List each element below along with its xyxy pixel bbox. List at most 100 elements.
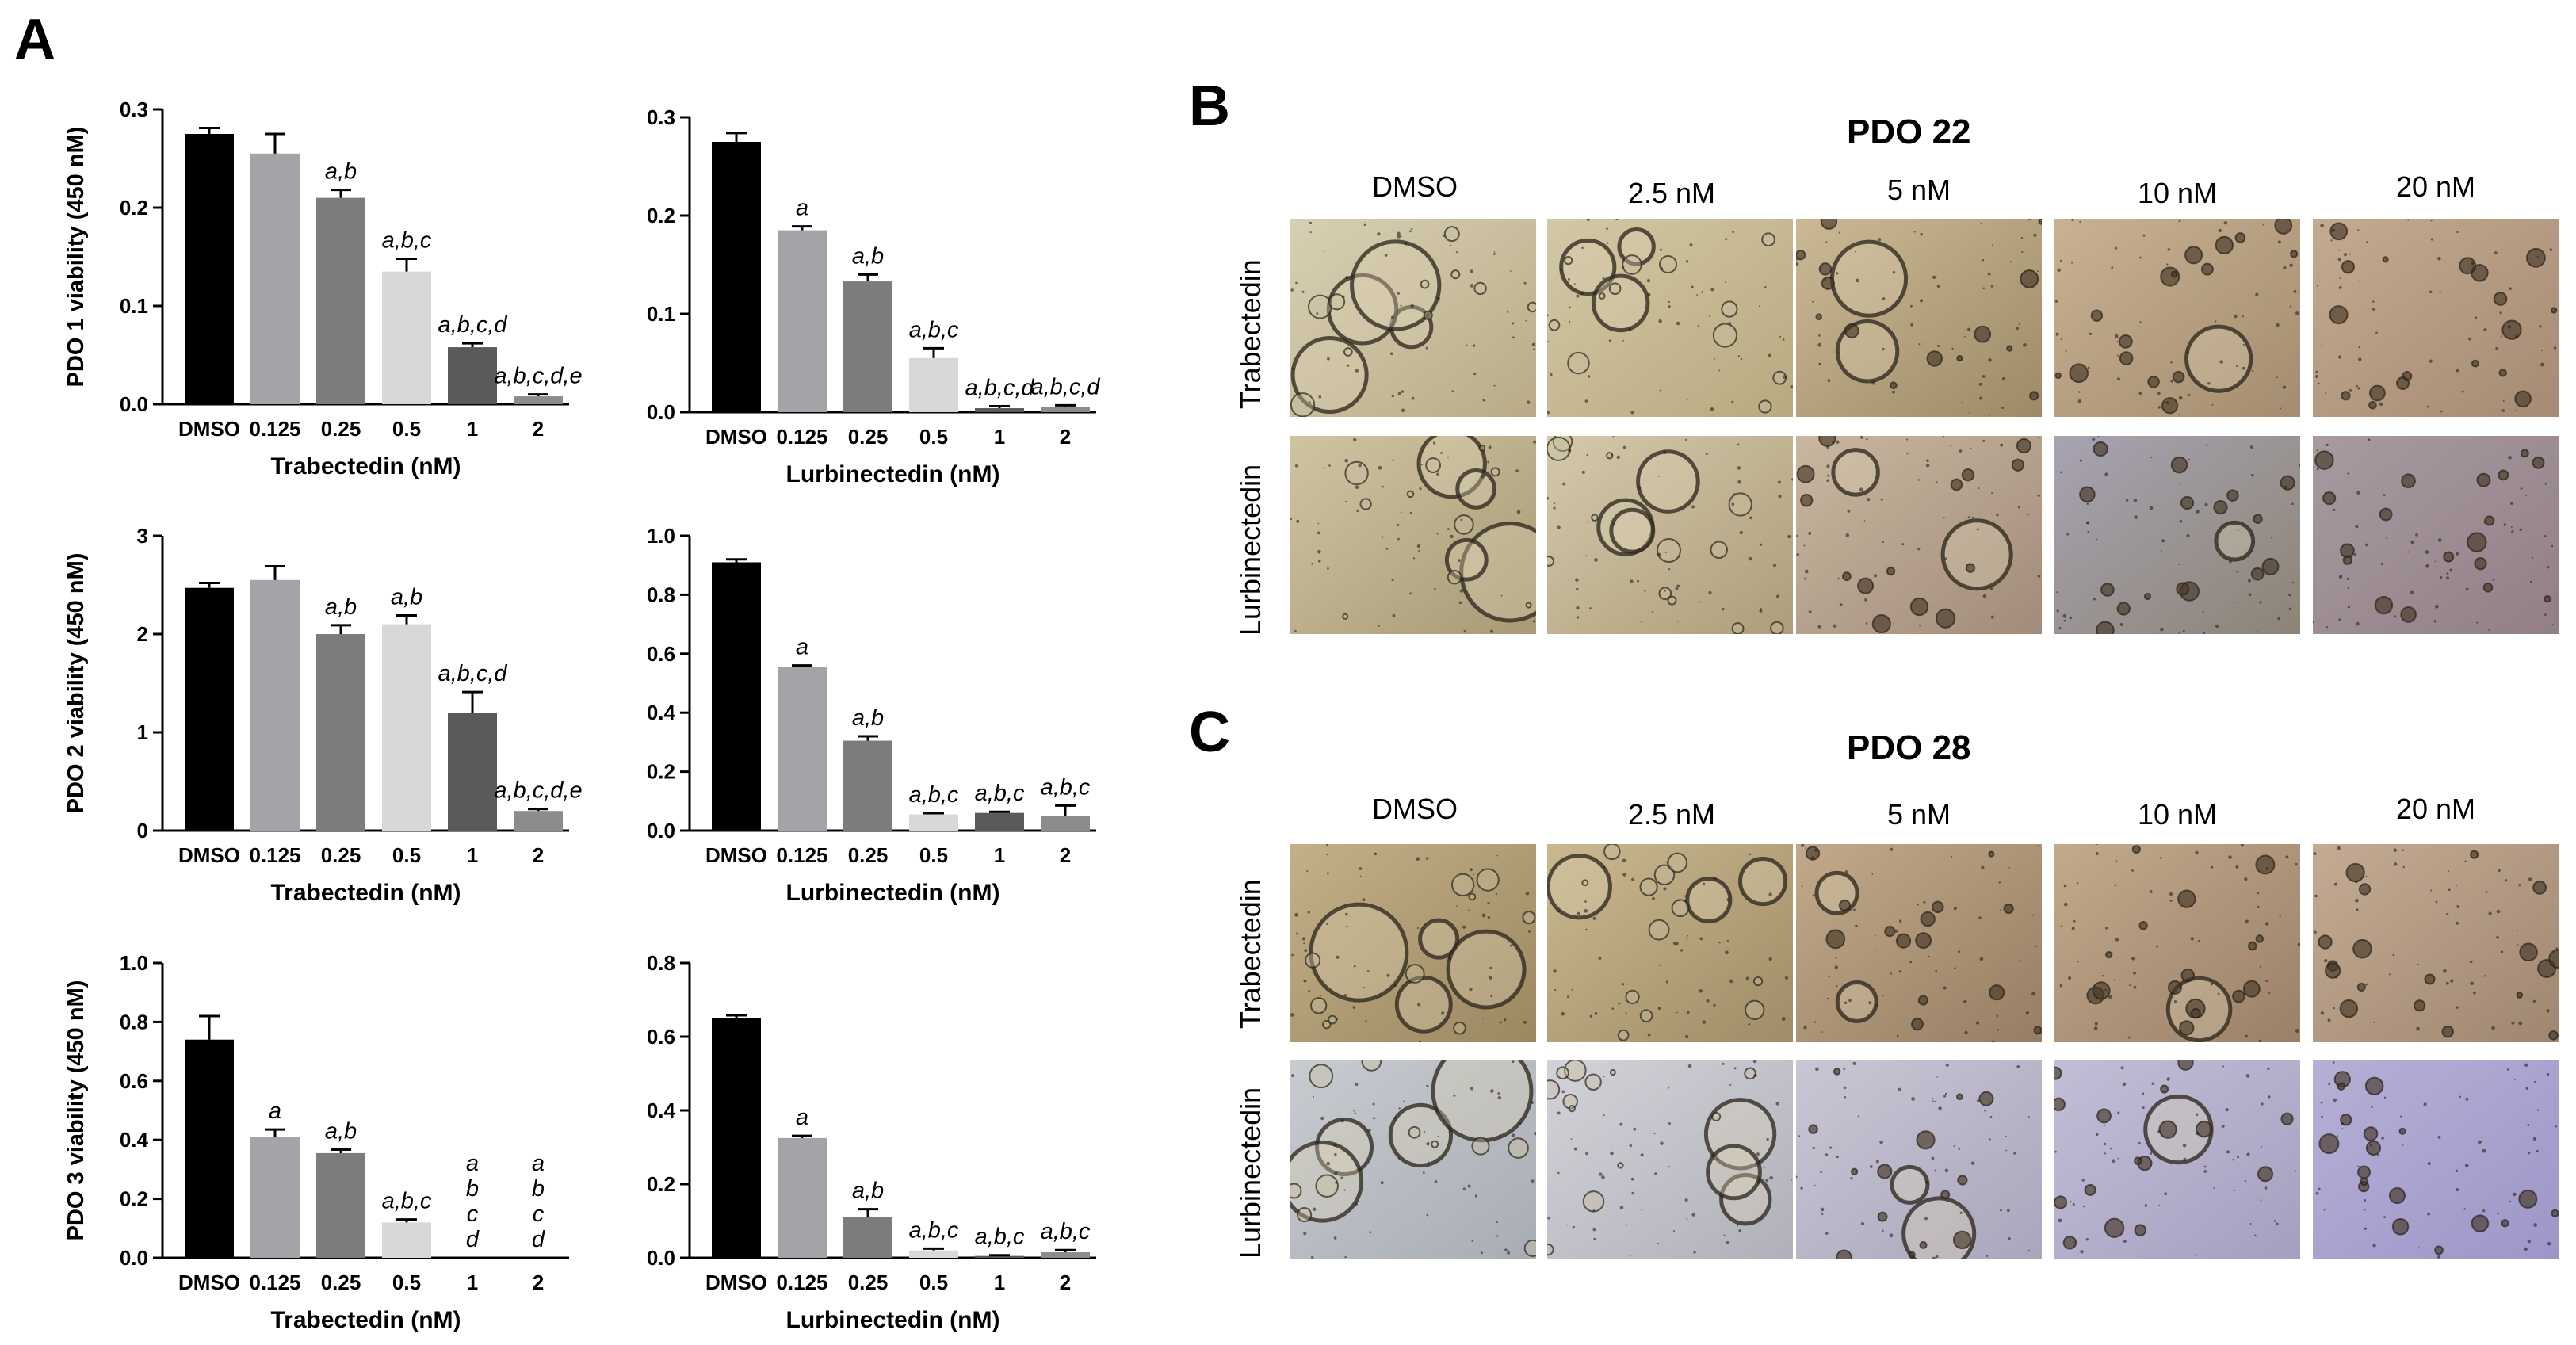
y-tick-label: 0.2 xyxy=(120,196,148,220)
micrograph-image xyxy=(2313,844,2559,1042)
y-tick-label: 0.4 xyxy=(647,701,676,724)
micrograph-image xyxy=(1290,1060,1536,1259)
significance-annotation: a,b,c,d xyxy=(438,661,507,686)
bar-chart: 0.0 0.2 0.4 0.6 0.8 1.0 PDO 3 viability (450 n… xyxy=(63,951,569,1333)
significance-annotation: a xyxy=(796,196,808,221)
annotation-line: a,b xyxy=(852,1179,884,1204)
panel-c-column-label: 20 nM xyxy=(2395,793,2476,825)
significance-annotation: a xyxy=(796,635,808,660)
x-tick-label: 0.5 xyxy=(392,417,421,441)
micrograph-image xyxy=(1547,436,1793,634)
bar xyxy=(778,667,827,831)
annotation-line: a,b,c xyxy=(1041,774,1091,800)
x-tick-label: 2 xyxy=(533,1270,544,1294)
panel-c-column-label: 10 nM xyxy=(2137,798,2218,831)
panel-b-column-label: 20 nM xyxy=(2395,170,2476,203)
micrograph-image xyxy=(1547,1060,1793,1259)
panel-b-row-label: Trabectedin xyxy=(1234,259,1267,409)
annotation-line: a,b,c xyxy=(909,317,959,342)
y-tick-label: 0.6 xyxy=(120,1069,148,1093)
annotation-line: d xyxy=(466,1227,480,1252)
bar xyxy=(975,408,1024,412)
y-tick-label: 0.6 xyxy=(647,1025,675,1049)
significance-annotation: a,b,c,d xyxy=(1030,374,1100,399)
panel-c-column-label: 5 nM xyxy=(1886,798,1951,831)
annotation-line: a,b xyxy=(852,705,884,731)
y-tick-label: 0.8 xyxy=(647,951,675,975)
annotation-line: a,b,c,d,e xyxy=(494,778,582,804)
micrograph-image xyxy=(1796,844,2042,1042)
y-tick-label: 0.2 xyxy=(647,204,675,227)
bar xyxy=(185,587,234,831)
bar xyxy=(514,396,563,404)
micrograph-image xyxy=(2054,844,2300,1042)
annotation-line: a,b xyxy=(852,243,884,269)
y-tick-label: 0.0 xyxy=(647,819,675,843)
x-tick-label: 1 xyxy=(467,1270,478,1294)
bar xyxy=(382,624,431,831)
panel-b-column-label: 10 nM xyxy=(2137,177,2218,209)
panel-c-title: PDO 28 xyxy=(1847,728,1971,767)
x-tick-label: 2 xyxy=(1060,843,1071,867)
bar xyxy=(250,153,300,405)
y-tick-label: 2 xyxy=(137,622,148,646)
micrograph-image xyxy=(1796,219,2042,417)
y-tick-label: 0.4 xyxy=(647,1099,676,1122)
y-tick-label: 0.0 xyxy=(647,1246,675,1270)
significance-annotation: a,b,c xyxy=(909,782,959,808)
x-tick-label: 2 xyxy=(533,417,544,441)
significance-annotation: a,b,c xyxy=(1041,774,1091,800)
bar xyxy=(1041,1252,1090,1258)
significance-annotation: a,b,c xyxy=(909,317,959,342)
significance-annotation: a,b,c xyxy=(909,1217,959,1243)
annotation-line: a,b,c xyxy=(382,227,432,253)
panel-b-column-label: 5 nM xyxy=(1886,174,1951,206)
x-tick-label: DMSO xyxy=(178,1270,240,1294)
bar xyxy=(975,812,1024,831)
micrograph-image xyxy=(2313,219,2559,417)
x-tick-label: DMSO xyxy=(178,417,240,441)
micrograph-image xyxy=(1290,844,1536,1042)
bar-chart: 0.0 0.1 0.2 0.3 DMSO 0.125 a 0.25 a,b 0.5 a,b,c 1 a,… xyxy=(647,105,1101,487)
significance-annotation: a,b,c,d,e xyxy=(494,778,582,804)
y-tick-label: 0 xyxy=(137,819,148,843)
panel-c-column-label: DMSO xyxy=(1372,793,1458,825)
y-tick-label: 0.3 xyxy=(647,105,675,129)
annotation-line: a,b,c,d xyxy=(438,661,507,686)
annotation-line: a,b,c,d xyxy=(438,312,507,338)
x-tick-label: DMSO xyxy=(705,843,767,867)
y-tick-label: 1.0 xyxy=(120,951,148,975)
significance-annotation: a,b,c,d xyxy=(438,312,507,338)
y-tick-label: 0.0 xyxy=(120,392,148,416)
annotation-line: a xyxy=(532,1151,545,1176)
bar xyxy=(909,1250,958,1258)
annotation-line: a,b,c,d xyxy=(965,376,1034,401)
y-tick-label: 0.2 xyxy=(647,760,675,784)
y-axis-label: PDO 3 viability (450 nM) xyxy=(63,980,89,1241)
bar xyxy=(448,713,497,831)
y-tick-label: 0.0 xyxy=(120,1246,148,1270)
significance-annotation: a,b,c xyxy=(382,227,432,253)
y-tick-label: 0.2 xyxy=(120,1187,148,1211)
y-axis-label: PDO 2 viability (450 nM) xyxy=(63,553,89,814)
bar xyxy=(778,1137,827,1258)
panel-b-column-label: 2.5 nM xyxy=(1627,177,1716,209)
significance-annotation: a xyxy=(796,1105,808,1130)
x-tick-label: DMSO xyxy=(705,425,767,449)
bar xyxy=(448,347,497,404)
x-tick-label: 1 xyxy=(467,417,478,441)
bar-chart: 0.0 0.2 0.4 0.6 0.8 DMSO 0.125 a 0.25 a,b 0.5 a,b,c… xyxy=(647,951,1096,1333)
bar xyxy=(185,1039,234,1258)
y-tick-label: 1 xyxy=(137,720,148,744)
bar xyxy=(712,562,761,831)
x-tick-label: 0.5 xyxy=(919,1270,948,1294)
bar xyxy=(316,197,365,404)
bar-chart: 0.0 0.2 0.4 0.6 0.8 1.0 DMSO 0.125 a 0.25 a,b 0.5 a,… xyxy=(647,524,1096,906)
annotation-line: a,b,c xyxy=(1041,1219,1091,1244)
bar-chart: 0.0 0.1 0.2 0.3 PDO 1 viability (450 nM) DMSO… xyxy=(63,97,583,480)
annotation-line: a xyxy=(796,196,808,221)
micrograph-image xyxy=(1547,219,1793,417)
panel-label-a: A xyxy=(14,8,55,71)
annotation-line: a,b,c xyxy=(382,1189,432,1214)
